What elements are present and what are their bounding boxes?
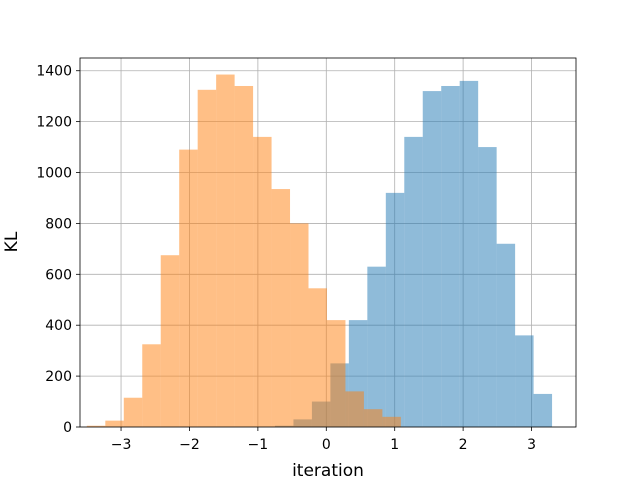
histogram-bar [441, 85, 460, 427]
y-tick-label: 600 [45, 267, 72, 283]
histogram-bar [326, 320, 346, 427]
histogram-bar [404, 136, 423, 427]
histogram-bar [123, 397, 143, 427]
histogram-bar [142, 344, 161, 427]
histogram-bar [533, 393, 553, 427]
histogram-bar [478, 147, 497, 427]
plot-frame [79, 57, 577, 428]
histogram-bar [382, 416, 401, 427]
x-axis-ticks: −3 −2 −1 0 1 2 3 [111, 427, 536, 453]
y-tick-label: 400 [45, 318, 72, 334]
x-tick-label: 0 [322, 437, 331, 453]
y-tick-label: 0 [63, 420, 72, 436]
y-axis-ticks: 0 200 400 600 800 1000 1200 1400 [36, 64, 80, 436]
y-tick-label: 1000 [36, 166, 72, 182]
histogram-bar [290, 223, 309, 427]
x-tick-label: −3 [111, 437, 132, 453]
histogram-bar [234, 85, 254, 427]
x-axis-label: iteration [292, 461, 364, 480]
y-tick-label: 200 [45, 369, 72, 385]
y-axis-label: KL [2, 231, 22, 252]
histogram-bar [216, 74, 235, 427]
histogram-bar [179, 149, 198, 427]
x-tick-label: −1 [248, 437, 269, 453]
histogram-bar [422, 91, 442, 427]
histogram-bar [496, 243, 516, 427]
histogram-bar [345, 391, 364, 427]
x-tick-label: 2 [459, 437, 468, 453]
y-tick-label: 1400 [36, 64, 72, 80]
histogram-bar [459, 80, 479, 428]
histogram-bar [367, 266, 386, 427]
histogram-bar [515, 335, 534, 427]
y-tick-label: 1200 [36, 115, 72, 131]
x-tick-label: −2 [179, 437, 200, 453]
histogram-bar [363, 409, 383, 427]
series-1-bars [86, 74, 401, 427]
histogram-bar [197, 89, 217, 427]
histogram-bar [105, 420, 124, 427]
x-tick-label: 1 [390, 437, 399, 453]
histogram-bar [86, 425, 106, 427]
histogram-bar [253, 136, 272, 427]
histogram-bar [160, 255, 180, 427]
y-tick-label: 800 [45, 216, 72, 232]
histogram-bar [271, 189, 291, 427]
histogram-bar [385, 192, 405, 427]
histogram-bars [86, 74, 553, 428]
histogram-bar [308, 288, 327, 427]
x-tick-label: 3 [527, 437, 536, 453]
